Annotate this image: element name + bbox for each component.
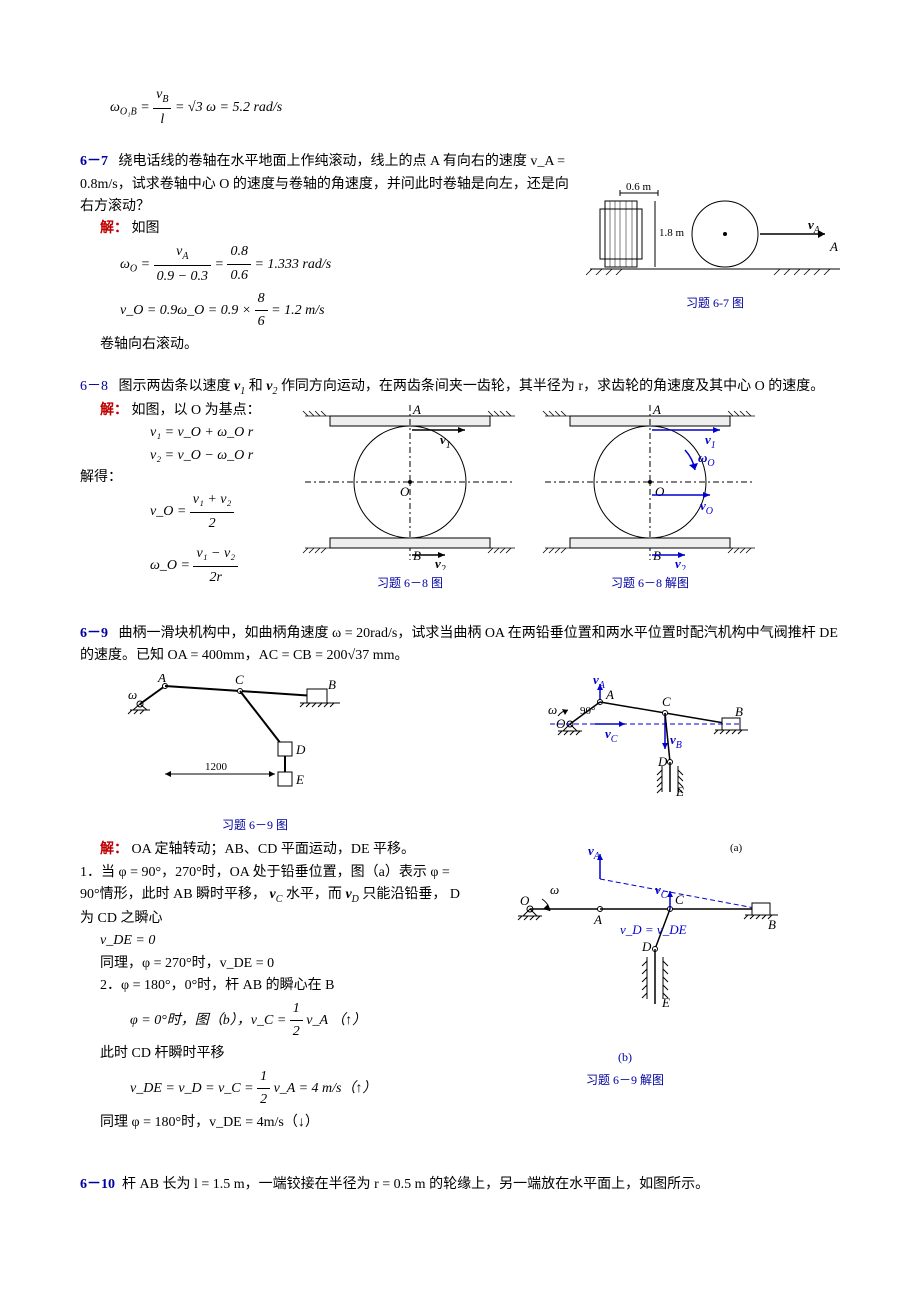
fig-6-8-left: A O B v1 v2 xyxy=(300,400,520,570)
svg-text:A: A xyxy=(605,687,614,702)
fig-6-8-caption: 习题 6－8 图 xyxy=(300,574,520,593)
svg-text:O: O xyxy=(655,484,665,499)
case1: 1．当 φ = 90°，270°时，OA 处于铅垂位置，图（a）表示 φ = 9… xyxy=(80,862,470,931)
svg-text:D: D xyxy=(295,742,306,757)
problem-6-8: 6－8 图示两齿条以速度 v1 和 v2 作同方向运动，在两齿条间夹一齿轮，其半… xyxy=(80,376,850,593)
fig-6-9-a-top: vA A O C B 90° vC xyxy=(440,674,750,804)
svg-text:C: C xyxy=(662,694,671,709)
svg-text:1.8 m: 1.8 m xyxy=(659,227,685,239)
rolling-direction: 卷轴向右滚动。 xyxy=(100,334,580,356)
svg-text:vB: vB xyxy=(670,732,682,751)
eq-68-2: v₂ = v_O − ω_O r xyxy=(150,445,300,467)
svg-text:O: O xyxy=(520,893,530,908)
tongli-270: 同理，φ = 270°时，v_DE = 0 xyxy=(100,953,470,975)
jie-label: 解： xyxy=(100,842,128,857)
svg-text:v1: v1 xyxy=(440,432,451,451)
fig-6-8-right: A O B v1 ωO vO v2 xyxy=(540,400,760,570)
svg-text:(a): (a) xyxy=(730,842,743,854)
svg-text:1200: 1200 xyxy=(205,761,228,773)
problem-6-10: 6－10 杆 AB 长为 l = 1.5 m，一端铰接在半径为 r = 0.5 … xyxy=(80,1174,850,1196)
jie-label: 解： xyxy=(100,221,128,236)
fig-6-9-caption: 习题 6－9 图 xyxy=(110,816,400,835)
fig-6-8-sol-caption: 习题 6－8 解图 xyxy=(540,574,760,593)
svg-text:v2: v2 xyxy=(435,556,446,570)
fig-6-9-sol-caption: 习题 6－9 解图 xyxy=(470,1071,780,1090)
svg-text:A: A xyxy=(157,674,166,685)
svg-text:ω: ω xyxy=(128,687,137,702)
svg-text:A: A xyxy=(652,402,661,417)
problem-text: 6－9 曲柄一滑块机构中，如曲柄角速度 ω = 20rad/s，试求当曲柄 OA… xyxy=(80,623,850,668)
fig-6-9-left: A C B D E 1200 ω xyxy=(110,674,400,804)
svg-text:A: A xyxy=(593,912,602,927)
svg-text:vC: vC xyxy=(655,882,668,901)
jiede: 解得： xyxy=(80,467,300,489)
eq-67-1: ωO = vA0.9 − 0.3 = 0.80.6 = 1.333 rad/s xyxy=(120,241,580,288)
problem-text: 6－7 绕电话线的卷轴在水平地面上作纯滚动，线上的点 A 有向右的速度 v_A … xyxy=(80,151,580,218)
svg-text:vO: vO xyxy=(700,498,713,517)
svg-text:A: A xyxy=(412,402,421,417)
cd-translation: 此时 CD 杆瞬时平移 xyxy=(100,1043,470,1065)
svg-text:E: E xyxy=(295,772,304,787)
svg-text:vA: vA xyxy=(808,217,821,236)
svg-text:B: B xyxy=(768,917,776,932)
svg-text:E: E xyxy=(661,995,670,1010)
eq-wo: ω_O = v₁ − v₂2r xyxy=(150,543,300,589)
svg-text:C: C xyxy=(675,892,684,907)
jie-label: 解： xyxy=(100,403,128,418)
svg-text:B: B xyxy=(328,677,336,692)
fig-6-9-sol: (a) vA O ω A C vC xyxy=(470,839,780,1029)
svg-text:B: B xyxy=(735,704,743,719)
fig-6-7-caption: 习题 6-7 图 xyxy=(580,294,850,313)
fig-6-7: 0.6 m 1.8 m vA A xyxy=(580,181,850,281)
tongli-180: 同理 φ = 180°时，v_DE = 4m/s（↓） xyxy=(100,1112,470,1134)
svg-text:ω: ω xyxy=(548,702,557,717)
case2: 2．φ = 180°，0°时，杆 AB 的瞬心在 B xyxy=(100,975,470,997)
svg-text:v_D = v_DE: v_D = v_DE xyxy=(620,922,687,937)
problem-6-9: 6－9 曲柄一滑块机构中，如曲柄角速度 ω = 20rad/s，试求当曲柄 OA… xyxy=(80,623,850,1134)
svg-text:v1: v1 xyxy=(705,432,716,451)
svg-text:C: C xyxy=(235,674,244,687)
svg-text:90°: 90° xyxy=(580,705,595,717)
svg-text:O: O xyxy=(400,484,410,499)
svg-text:D: D xyxy=(641,939,652,954)
problem-text: 6－8 图示两齿条以速度 v1 和 v2 作同方向运动，在两齿条间夹一齿轮，其半… xyxy=(80,376,850,400)
eq-vc-half: φ = 0°时，图（b），v_C = 12 v_A （↑） xyxy=(130,998,470,1044)
svg-text:ω: ω xyxy=(550,882,559,897)
svg-text:0.6 m: 0.6 m xyxy=(626,181,652,193)
problem-6-7: 6－7 绕电话线的卷轴在水平地面上作纯滚动，线上的点 A 有向右的速度 v_A … xyxy=(80,151,850,356)
eq-68-1: v₁ = v_O + ω_O r xyxy=(150,422,300,444)
svg-text:v2: v2 xyxy=(675,556,686,570)
eq-vde0: v_DE = 0 xyxy=(100,930,470,952)
eq-vo: v_O = v₁ + v₂2 xyxy=(150,489,300,535)
eq-omega-o1b: ωO₁B = vBl = √3 ω = 5.2 rad/s xyxy=(110,84,850,131)
eq-67-2: v_O = 0.9ω_O = 0.9 × 86 = 1.2 m/s xyxy=(120,288,580,334)
svg-text:vC: vC xyxy=(605,726,618,745)
svg-text:ωO: ωO xyxy=(698,450,715,469)
eq-vde-4: v_DE = v_D = v_C = 12 v_A = 4 m/s（↑） xyxy=(130,1066,470,1112)
svg-text:vA: vA xyxy=(588,843,601,862)
svg-text:A: A xyxy=(829,239,838,254)
